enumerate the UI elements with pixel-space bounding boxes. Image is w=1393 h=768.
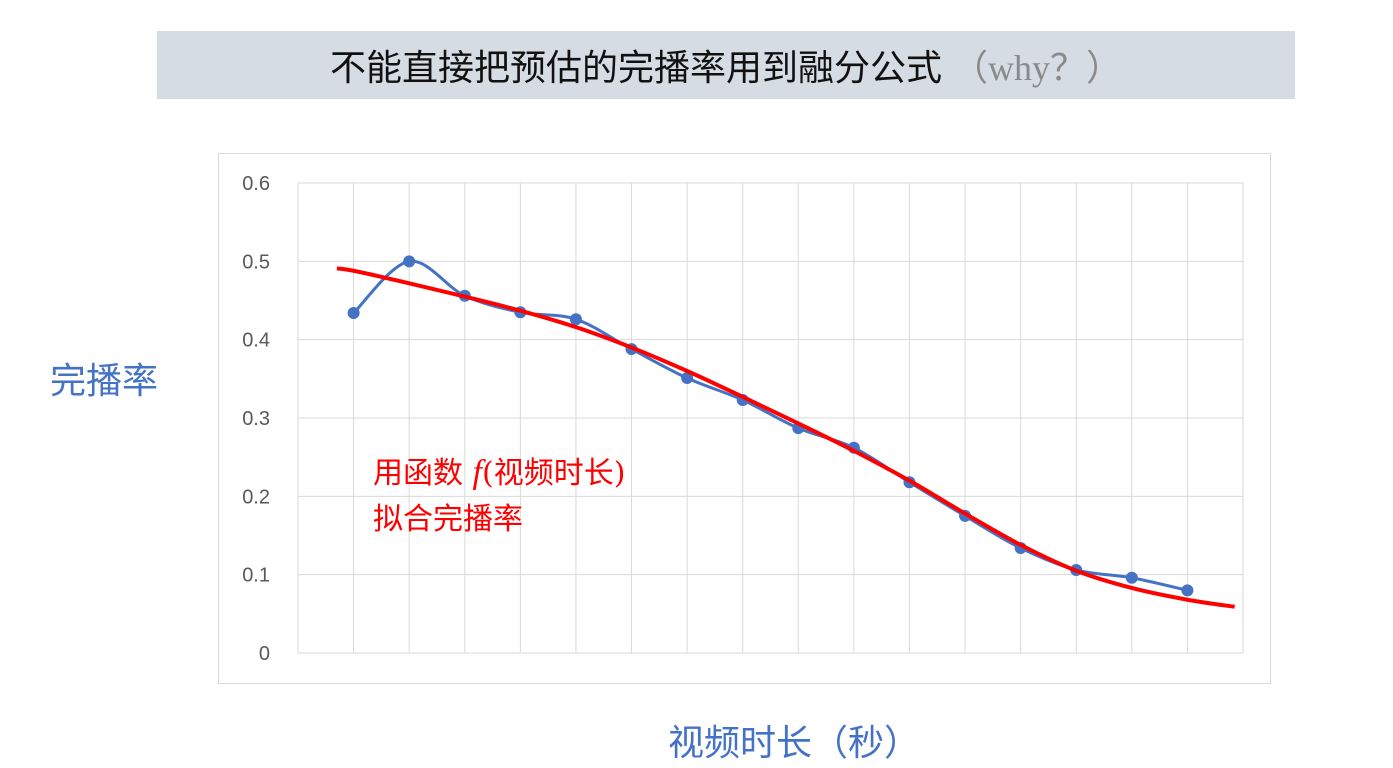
data-point [347,307,360,320]
annotation-suffix: (视频时长) [482,456,626,491]
annotation-func: f [472,454,482,491]
data-point [569,313,582,326]
y-axis-label: 完播率 [50,361,159,402]
chart-frame [218,153,1271,684]
title-bar: 不能直接把预估的完播率用到融分公式 （why？） [157,31,1295,99]
annotation-line2: 拟合完播率 [373,502,523,537]
y-tick-label: 0.1 [242,565,270,587]
title: 不能直接把预估的完播率用到融分公式 [329,48,942,89]
y-tick-label: 0 [259,643,270,665]
data-point [1181,584,1194,597]
fit-annotation: 用函数 f(视频时长) 拟合完播率 [373,450,625,543]
fit-curve [336,266,1235,609]
data-point [1125,571,1138,584]
data-point [403,255,416,268]
data-point [681,372,694,385]
y-tick-label: 0.3 [242,408,270,430]
y-tick-label: 0.5 [242,251,270,273]
title-suffix: （why？） [952,48,1122,88]
y-tick-label: 0.6 [242,173,270,195]
y-tick-label: 0.4 [242,330,270,352]
y-tick-label: 0.2 [242,486,270,508]
x-axis-label: 视频时长（秒） [668,723,921,764]
annotation-prefix: 用函数 [373,456,473,491]
